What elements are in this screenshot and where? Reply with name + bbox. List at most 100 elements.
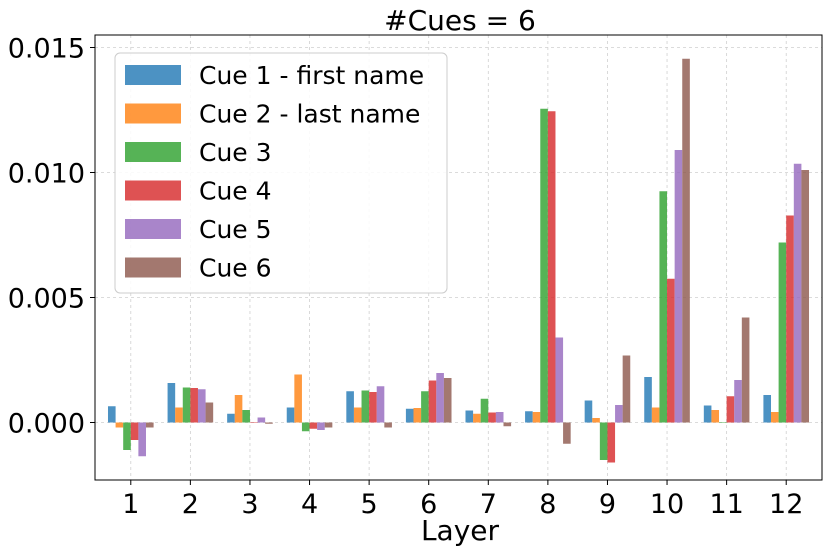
x-tick-label: 11 <box>709 489 743 520</box>
bar <box>369 392 377 423</box>
legend-swatch <box>125 103 181 124</box>
legend-label: Cue 2 - last name <box>199 100 420 129</box>
bar <box>734 380 742 423</box>
bar <box>615 405 623 423</box>
x-tick-label: 2 <box>182 489 199 520</box>
bar <box>301 422 310 432</box>
bar <box>145 422 154 428</box>
x-axis-title: Layer <box>421 514 500 547</box>
bar <box>205 402 214 423</box>
bar <box>242 410 250 423</box>
bar <box>473 413 481 423</box>
bar <box>741 317 750 423</box>
bar <box>405 408 414 423</box>
bar <box>413 408 422 423</box>
bar <box>532 412 541 423</box>
bar <box>547 111 556 423</box>
bar <box>488 412 496 423</box>
x-tick-label: 1 <box>122 489 139 520</box>
bar <box>115 422 124 428</box>
x-tick-label: 12 <box>769 489 803 520</box>
bar <box>726 396 735 423</box>
bar <box>190 388 198 423</box>
bar <box>674 150 683 423</box>
bar <box>763 395 772 423</box>
bar <box>234 395 243 423</box>
legend: Cue 1 - first name Cue 2 - last name Cue 3… <box>114 52 448 294</box>
bar <box>294 374 302 423</box>
bar <box>130 422 139 440</box>
bar <box>540 108 548 423</box>
plot-frame <box>94 34 823 481</box>
bar <box>465 410 474 423</box>
legend-label: Cue 4 <box>199 177 272 206</box>
legend-frame <box>114 52 448 294</box>
chart-title: #Cues = 6 <box>384 4 536 37</box>
bar <box>592 418 600 423</box>
bar <box>384 422 392 428</box>
legend-label: Cue 5 <box>199 215 272 244</box>
bar <box>138 422 146 457</box>
bar <box>682 58 690 423</box>
bar <box>599 422 608 460</box>
x-tick-label: 8 <box>539 489 556 520</box>
bar <box>495 412 504 423</box>
bar <box>584 400 593 423</box>
bar <box>667 278 675 423</box>
x-tick-label: 3 <box>241 489 258 520</box>
bar <box>563 422 571 444</box>
bar <box>622 355 631 423</box>
bar <box>167 383 176 423</box>
y-tick-label: 0.005 <box>8 284 85 315</box>
bar <box>197 389 206 423</box>
bar <box>771 412 779 423</box>
y-axis-ticks: 0.000 0.005 0.010 0.015 <box>8 34 95 440</box>
bar <box>644 377 652 423</box>
legend-swatch <box>125 142 181 162</box>
legend-swatch <box>125 219 181 239</box>
bar <box>555 337 564 423</box>
bar <box>286 407 295 423</box>
bar <box>324 422 333 428</box>
bar <box>719 422 727 423</box>
y-tick-label: 0.015 <box>8 34 85 65</box>
legend-label: Cue 1 - first name <box>199 61 424 90</box>
bar <box>703 405 712 423</box>
bar <box>257 417 266 423</box>
y-tick-label: 0.000 <box>8 409 85 440</box>
y-tick-label: 0.010 <box>8 159 85 190</box>
bar <box>651 407 660 423</box>
x-tick-label: 7 <box>480 489 497 520</box>
bar <box>317 422 325 430</box>
bar <box>346 391 354 423</box>
bar <box>175 407 183 423</box>
bar <box>182 387 191 423</box>
x-tick-label: 4 <box>301 489 318 520</box>
bar <box>421 391 429 423</box>
bar <box>503 422 512 427</box>
legend-label: Cue 3 <box>199 138 272 167</box>
bar <box>123 422 131 450</box>
bar <box>353 407 362 423</box>
bar <box>443 378 452 423</box>
x-tick-label: 5 <box>361 489 378 520</box>
legend-swatch <box>125 257 181 278</box>
bar <box>428 380 437 423</box>
legend-label: Cue 6 <box>199 254 272 283</box>
bar <box>265 422 273 424</box>
legend-swatch <box>125 65 181 85</box>
bars <box>107 58 810 463</box>
bar <box>480 398 489 423</box>
legend-swatch <box>125 180 181 201</box>
x-tick-label: 9 <box>599 489 616 520</box>
bar <box>107 406 116 423</box>
bar <box>711 410 720 423</box>
bar <box>778 242 787 423</box>
bar <box>436 373 444 423</box>
bar <box>793 163 802 423</box>
x-tick-label: 6 <box>420 489 437 520</box>
bar <box>309 422 318 429</box>
x-axis-ticks: 1 2 3 4 5 6 7 8 9 10 11 12 <box>122 480 803 520</box>
bar <box>659 191 668 423</box>
